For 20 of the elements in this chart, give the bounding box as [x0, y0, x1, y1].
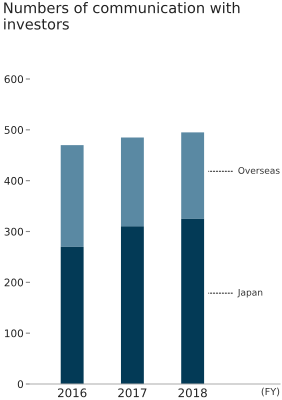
y-tick-label: 500: [4, 126, 24, 134]
text: Japan: [237, 289, 262, 298]
y-tick-label: 0: [18, 380, 24, 388]
y-tick-label: 600: [4, 75, 24, 84]
y-tick-label: 400: [4, 176, 24, 185]
bar: [120, 137, 144, 226]
text: Overseas: [238, 167, 280, 174]
y-tick-label: 300: [4, 228, 24, 236]
y-tick-label: 200: [4, 278, 24, 286]
x-tick-label: 2016: [58, 388, 86, 398]
bar: [60, 145, 84, 247]
bar: [60, 246, 84, 384]
bar: [181, 218, 204, 384]
x-tick-label: 2018: [178, 388, 207, 398]
bar: [181, 132, 204, 219]
x-axis-title: (FY): [262, 388, 280, 396]
chart-title: Numbers of communication with investors: [4, 2, 240, 30]
bar: [120, 226, 144, 384]
y-tick-label: 100: [5, 329, 24, 338]
x-tick-label: 2017: [118, 388, 146, 398]
